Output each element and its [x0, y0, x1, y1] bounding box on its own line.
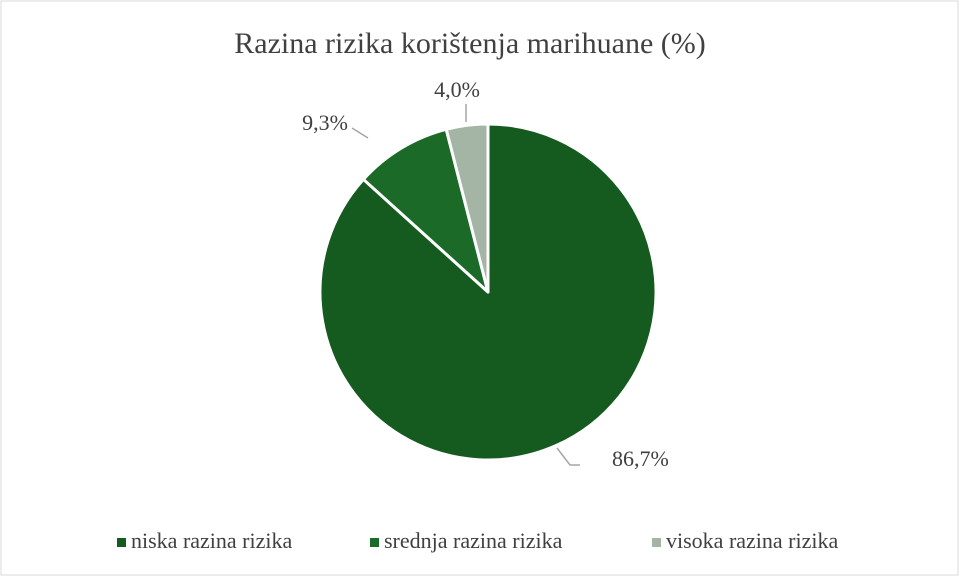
chart-title: Razina rizika korištenja marihuane (%) [234, 27, 705, 60]
legend-label: visoka razina rizika [666, 528, 838, 553]
data-label: 9,3% [302, 110, 348, 135]
data-label: 86,7% [612, 446, 669, 471]
pie-slice [444, 122, 490, 294]
legend-swatch [370, 538, 379, 547]
pie-slice [361, 127, 490, 294]
data-label: 4,0% [434, 77, 480, 102]
leader-line [351, 127, 369, 139]
legend-label: niska razina rizika [131, 528, 292, 553]
legend-swatch [117, 538, 126, 547]
legend-label: srednja razina rizika [384, 528, 563, 553]
leader-line [556, 447, 580, 466]
legend-swatch [652, 538, 661, 547]
